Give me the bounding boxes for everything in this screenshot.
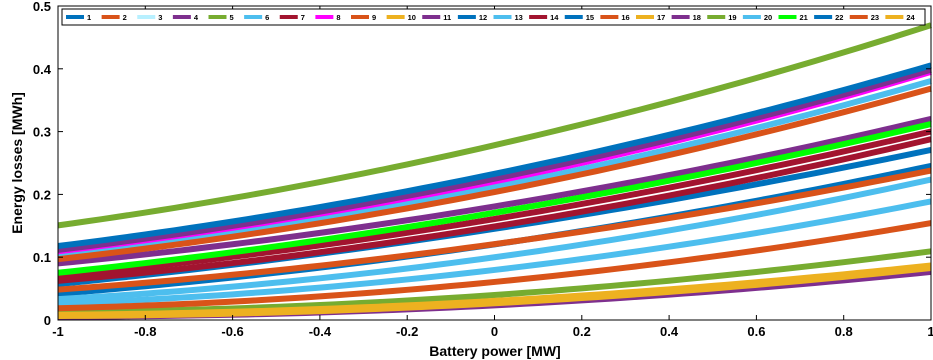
legend-label-14: 14: [550, 13, 559, 22]
legend-label-17: 17: [657, 13, 665, 22]
series-line-24: [57, 262, 932, 318]
y-tick-label: 0.2: [33, 187, 51, 202]
y-tick-label: 0: [44, 313, 51, 328]
x-tick-label: 0.8: [835, 324, 853, 339]
legend-label-10: 10: [408, 13, 416, 22]
series-line-20: [57, 176, 932, 303]
legend-label-20: 20: [764, 13, 772, 22]
legend-label-4: 4: [194, 13, 199, 22]
y-tick-label: 0.1: [33, 250, 51, 265]
series-line-5: [57, 248, 932, 316]
legend-label-1: 1: [87, 13, 91, 22]
x-tick-label: -0.2: [396, 324, 418, 339]
legend-label-23: 23: [871, 13, 879, 22]
series-layer: [57, 22, 932, 320]
series-line-7: [57, 128, 932, 279]
legend-label-18: 18: [693, 13, 701, 22]
legend-label-5: 5: [230, 13, 234, 22]
legend-label-21: 21: [800, 13, 808, 22]
series-line-11: [57, 116, 932, 267]
axis-ticks: -1 -0.8 -0.6 -0.4 -0.2 0 0.2 0.4 0.6 0.8 100.10.20…: [33, 0, 933, 339]
series-line-21: [57, 121, 932, 276]
x-axis-title: Battery power [MW]: [429, 343, 560, 359]
x-tick-label: 1: [927, 324, 933, 339]
series-line-18: [57, 66, 932, 253]
series-line-9: [57, 220, 932, 312]
legend-label-12: 12: [479, 13, 487, 22]
x-tick-label: 0.2: [573, 324, 591, 339]
legend-label-19: 19: [728, 13, 736, 22]
legend-label-8: 8: [336, 13, 340, 22]
legend-label-24: 24: [906, 13, 915, 22]
x-tick-label: -1: [52, 324, 64, 339]
x-tick-label: -0.6: [221, 324, 243, 339]
legend-label-22: 22: [835, 13, 843, 22]
legend-label-9: 9: [372, 13, 376, 22]
legend-label-6: 6: [265, 13, 269, 22]
x-tick-label: 0.6: [747, 324, 765, 339]
y-tick-label: 0.4: [33, 62, 52, 77]
x-tick-label: 0: [491, 324, 498, 339]
legend: 1 2 3 4 5 6 7 8 9 10 11 12 13 14 15 16 17 18 19 20 21 22 23 24: [61, 8, 926, 26]
series-line-16: [57, 167, 932, 293]
series-line-6: [57, 198, 932, 307]
x-tick-label: -0.4: [309, 324, 332, 339]
legend-label-16: 16: [621, 13, 629, 22]
legend-label-3: 3: [158, 13, 162, 22]
legend-label-7: 7: [301, 13, 305, 22]
legend-label-11: 11: [443, 13, 451, 22]
y-tick-label: 0.5: [33, 0, 51, 14]
legend-label-2: 2: [123, 13, 127, 22]
series-line-19: [57, 22, 932, 229]
y-tick-label: 0.3: [33, 125, 51, 140]
x-tick-label: -0.8: [134, 324, 156, 339]
series-line-22: [57, 62, 932, 249]
legend-label-15: 15: [586, 13, 594, 22]
series-line-23: [57, 85, 932, 263]
legend-label-13: 13: [515, 13, 523, 22]
series-line-14: [57, 136, 932, 284]
x-tick-label: 0.4: [660, 324, 679, 339]
y-axis-title: Energy losses [MWh]: [9, 92, 25, 234]
